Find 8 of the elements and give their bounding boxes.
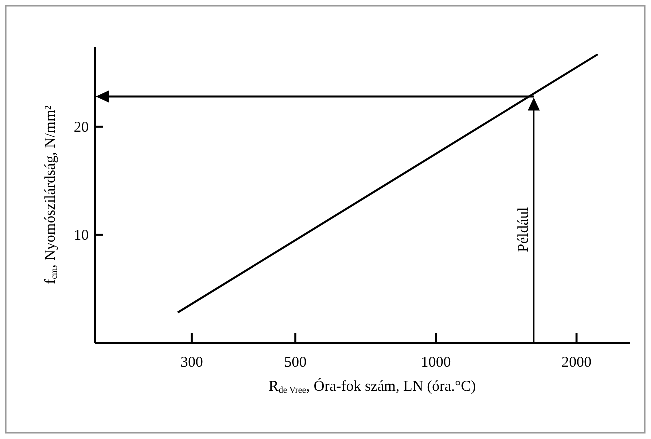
x-tick-label: 2000 [562, 355, 592, 371]
ref-line-label: Például [516, 207, 532, 252]
y-tick-label: 10 [74, 228, 89, 244]
x-tick-label: 1000 [421, 355, 452, 371]
x-tick-label: 500 [284, 355, 307, 371]
x-axis-title: R$_{de Vree}$, Óra-fok szám, LN (óra.°C) [268, 378, 476, 396]
x-tick-label: 300 [180, 355, 204, 371]
y-tick-label: 20 [74, 120, 89, 136]
